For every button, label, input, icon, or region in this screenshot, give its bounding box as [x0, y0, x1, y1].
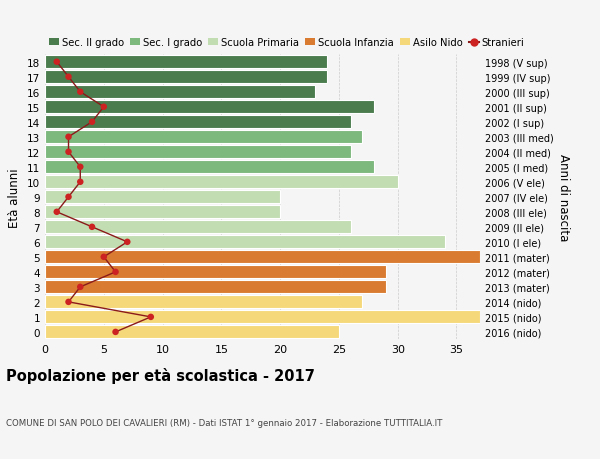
Point [52, 59, 62, 66]
Point [76, 179, 85, 186]
Point [76, 284, 85, 291]
Point [99, 104, 109, 111]
Point [122, 239, 132, 246]
Point [76, 89, 85, 96]
Point [87, 224, 97, 231]
Bar [45, 71, 327, 84]
Y-axis label: Anni di nascita: Anni di nascita [557, 154, 570, 241]
Bar [45, 251, 480, 264]
Bar [45, 131, 362, 144]
Bar [45, 101, 374, 114]
Point [146, 313, 155, 321]
Bar [45, 221, 350, 234]
Legend: Sec. II grado, Sec. I grado, Scuola Primaria, Scuola Infanzia, Asilo Nido, Stran: Sec. II grado, Sec. I grado, Scuola Prim… [45, 34, 529, 52]
Bar [45, 266, 386, 279]
Y-axis label: Età alunni: Età alunni [8, 168, 22, 227]
Text: COMUNE DI SAN POLO DEI CAVALIERI (RM) - Dati ISTAT 1° gennaio 2017 - Elaborazion: COMUNE DI SAN POLO DEI CAVALIERI (RM) - … [6, 418, 442, 427]
Bar [45, 86, 316, 99]
Point [111, 269, 121, 276]
Bar [45, 296, 362, 309]
Bar [45, 116, 350, 129]
Bar [45, 280, 386, 294]
Bar [45, 161, 374, 174]
Point [64, 149, 73, 156]
Bar [45, 176, 398, 189]
Bar [45, 191, 280, 204]
Bar [45, 311, 480, 324]
Point [64, 298, 73, 306]
Point [87, 119, 97, 126]
Bar [45, 56, 327, 69]
Point [76, 164, 85, 171]
Bar [45, 206, 280, 219]
Point [111, 329, 121, 336]
Bar [45, 146, 350, 159]
Bar [45, 236, 445, 249]
Point [64, 194, 73, 201]
Point [99, 254, 109, 261]
Point [64, 74, 73, 81]
Point [64, 134, 73, 141]
Bar [45, 325, 339, 339]
Point [52, 209, 62, 216]
Text: Popolazione per età scolastica - 2017: Popolazione per età scolastica - 2017 [6, 367, 315, 383]
